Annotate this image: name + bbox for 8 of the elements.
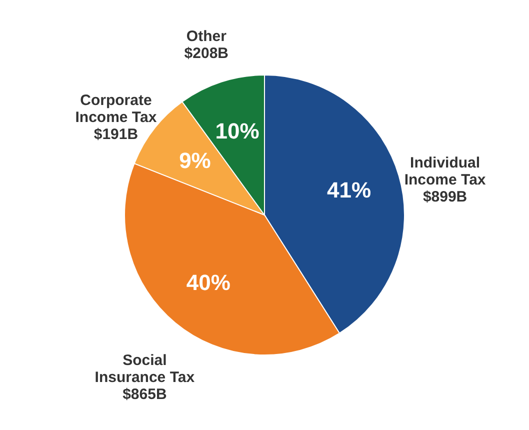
data-label: 41% xyxy=(326,177,372,202)
data-label: 9% xyxy=(179,148,211,174)
slice-label: Corporate Income Tax $191B xyxy=(75,92,158,143)
slice-label: Social Insurance Tax $865B xyxy=(94,352,196,403)
data-label: 10% xyxy=(215,118,260,144)
slice-label: Individual Income Tax $899B xyxy=(404,154,486,206)
slice-label: Other $208B xyxy=(184,28,229,62)
data-label: 40% xyxy=(186,270,230,295)
